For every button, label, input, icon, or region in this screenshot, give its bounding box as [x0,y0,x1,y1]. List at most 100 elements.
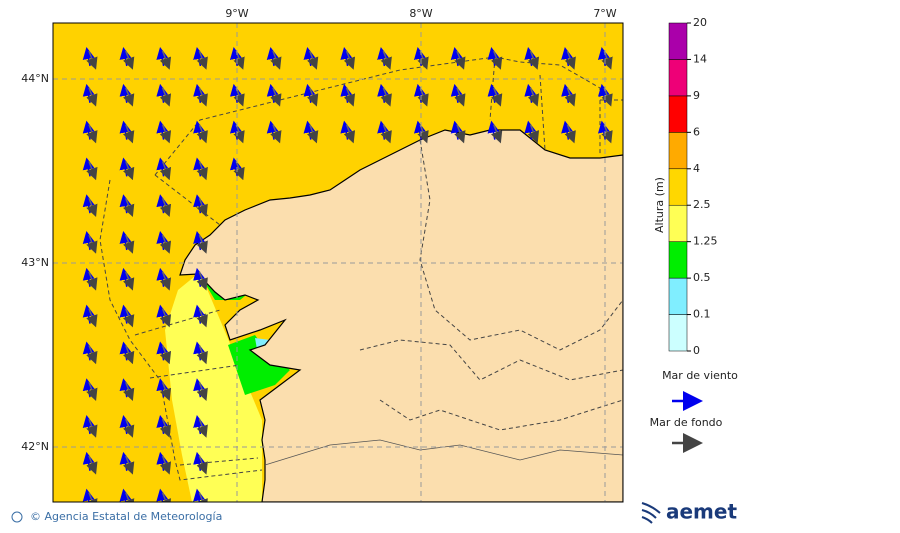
map [53,23,623,502]
swell-arrow [123,381,135,402]
colorbar-segment [668,204,688,242]
swell-arrow [86,50,98,70]
swell-arrow [454,50,466,70]
swell-arrow [123,271,135,291]
swell-arrow [343,124,356,144]
lat-label: 43°N [21,256,49,269]
colorbar-label: 0 [693,344,700,357]
logo-mark [641,502,661,524]
credit: © Agencia Estatal de Meteorología [30,510,222,523]
swell-arrow [123,492,135,502]
swell-arrow [159,345,172,365]
swell-arrow [380,124,392,144]
swell-arrow [196,197,208,218]
colorbar-label: 20 [693,16,707,29]
swell-arrow [564,87,576,107]
province-border [419,139,623,351]
arrow-field [82,47,613,502]
swell-arrow [86,308,98,328]
province-border [379,399,623,431]
map-frame [52,22,624,503]
swell-arrow [196,418,208,438]
swell-arrow [601,124,613,144]
swell-arrow [270,50,282,70]
swell-arrow [159,161,172,181]
swell-arrow [123,50,135,70]
coastal-zone [165,272,262,502]
colorbar-label: 2.5 [693,198,711,211]
swell-arrow [233,161,245,181]
swell-arrow [159,234,172,254]
swell-arrow [196,492,208,502]
colorbar-segment [668,132,688,170]
swell-arrow [123,345,135,365]
swell-arrow [159,308,172,328]
lat-label: 44°N [21,72,49,85]
lat-label: 42°N [21,440,49,453]
swell-arrow [159,87,172,107]
swell-arrow [159,271,172,291]
swell-arrow [159,418,172,438]
swell-arrow [343,87,356,107]
swell-arrow [86,455,98,475]
swell-arrow [307,50,319,70]
swell-arrow [123,418,135,438]
swell-arrow [86,87,98,107]
logo: aemet [641,500,737,524]
swell-arrow [123,197,135,218]
swell-arrow [454,124,466,144]
colorbar-label: 6 [693,125,700,138]
swell-arrow [123,308,135,328]
swell-arrow [196,50,208,70]
swell-arrow [527,50,540,70]
colorbar-segment [668,168,688,206]
swell-arrow [196,271,208,291]
swell-arrow [86,234,98,254]
legend-label: Mar de viento [662,369,738,382]
colorbar-label: 0.5 [693,271,711,284]
swell-arrow [417,124,429,144]
swell-arrow [159,381,172,402]
swell-arrow [86,418,98,438]
swell-arrow [270,124,282,144]
swell-arrow [196,124,208,144]
swell-arrow [123,161,135,181]
colorbar-label: 14 [693,52,707,65]
swell-arrow [343,50,356,70]
swell-arrow [86,161,98,181]
swell-arrow [159,124,172,144]
swell-arrow [86,492,98,502]
swell-arrow [123,87,135,107]
swell-arrow [196,455,208,475]
swell-arrow [380,50,392,70]
swell-arrow [564,124,576,144]
swell-arrow [307,87,319,107]
swell-arrow [159,492,172,502]
land [179,129,623,502]
colorbar-segment [668,59,688,97]
credit-icon [11,511,23,523]
swell-arrow [123,234,135,254]
colorbar: 0 0.1 0.5 1.25 2.5 4 6 9 14 20 [668,16,718,357]
lon-label: 7°W [593,7,616,20]
colorbar-label: 1.25 [693,235,718,248]
lon-label: 9°W [225,7,248,20]
swell-arrow [491,50,503,70]
swell-arrow [86,124,98,144]
swell-arrow [454,87,466,107]
swell-arrow [196,381,208,402]
colorbar-segment [668,22,688,60]
swell-arrow [86,197,98,218]
swell-arrow [159,50,172,70]
colorbar-segment [668,241,688,279]
colorbar-segment [668,95,688,133]
colorbar-segment [668,314,688,352]
swell-arrow [159,197,172,218]
swell-arrow [196,345,208,365]
colorbar-label: 0.1 [693,308,711,321]
swell-arrow [233,124,245,144]
graticule [53,23,623,502]
swell-arrow [380,87,392,107]
swell-arrow [196,308,208,328]
